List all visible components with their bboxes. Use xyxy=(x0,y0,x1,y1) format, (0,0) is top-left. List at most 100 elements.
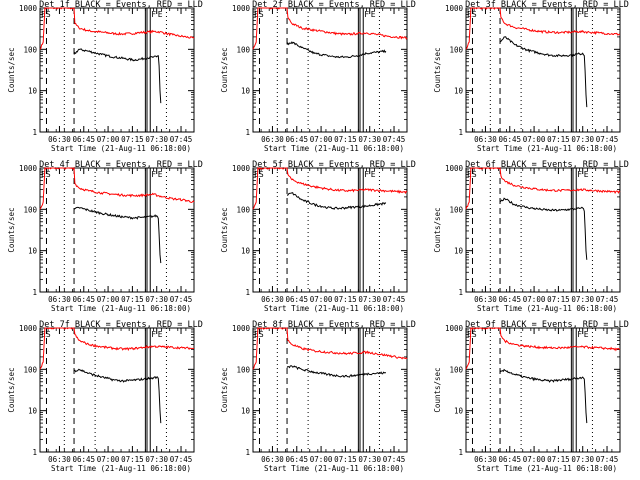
panel-title: Det 8f BLACK = Events, RED = LLD xyxy=(252,320,416,330)
marker-e: E xyxy=(158,10,163,19)
y-tick-label: 1 xyxy=(458,288,463,297)
series-line-events xyxy=(286,41,387,59)
x-tick-label: 06:30 xyxy=(261,135,284,144)
marker-e: E xyxy=(584,330,589,339)
marker-es: ES xyxy=(467,170,477,179)
x-axis-label: Start Time (21-Aug-11 06:18:00) xyxy=(51,144,191,153)
x-tick-label: 07:45 xyxy=(170,135,193,144)
marker-f: F xyxy=(577,170,582,179)
detector-panel-2: Det 2f BLACK = Events, RED = LLD 1 10 100 10… xyxy=(220,0,416,153)
y-axis-label: Counts/sec xyxy=(220,47,229,92)
marker-es: ES xyxy=(254,330,264,339)
x-tick-label: 07:45 xyxy=(596,455,619,464)
y-tick-label: 10 xyxy=(241,87,251,96)
x-tick-label: 07:00 xyxy=(523,455,546,464)
plot-frame xyxy=(252,7,408,133)
y-tick-label: 1 xyxy=(32,448,37,457)
detector-panel-4: Det 4f BLACK = Events, RED = LLD 1 10 100 10… xyxy=(7,160,203,313)
x-tick-label: 07:30 xyxy=(358,295,381,304)
x-tick-label: 06:45 xyxy=(72,295,95,304)
marker-f: F xyxy=(151,10,156,19)
series-line-events xyxy=(286,365,387,378)
x-tick-label: 06:30 xyxy=(48,135,71,144)
x-tick-label: 07:45 xyxy=(170,295,193,304)
panel-title: Det 9f BLACK = Events, RED = LLD xyxy=(465,320,629,330)
x-tick-label: 07:15 xyxy=(547,135,570,144)
plot-frame xyxy=(465,7,621,133)
y-tick-label: 1000 xyxy=(19,164,38,173)
panel-title: Det 2f BLACK = Events, RED = LLD xyxy=(252,0,416,10)
x-tick-label: 07:15 xyxy=(121,295,144,304)
plot-frame xyxy=(252,167,408,293)
x-axis-label: Start Time (21-Aug-11 06:18:00) xyxy=(477,464,617,473)
y-axis-label: Counts/sec xyxy=(220,367,229,412)
marker-e: E xyxy=(371,170,376,179)
y-tick-label: 1000 xyxy=(232,164,251,173)
y-tick-label: 100 xyxy=(236,205,250,214)
x-axis-label: Start Time (21-Aug-11 06:18:00) xyxy=(477,304,617,313)
x-tick-label: 06:45 xyxy=(498,135,521,144)
x-tick-label: 07:45 xyxy=(596,295,619,304)
x-tick-label: 06:45 xyxy=(498,295,521,304)
x-tick-label: 07:00 xyxy=(97,295,120,304)
x-tick-label: 07:45 xyxy=(170,455,193,464)
marker-f: F xyxy=(151,170,156,179)
y-tick-label: 1 xyxy=(245,128,250,137)
x-tick-label: 06:30 xyxy=(261,295,284,304)
series-line-lld xyxy=(39,7,195,50)
x-axis-label: Start Time (21-Aug-11 06:18:00) xyxy=(477,144,617,153)
y-tick-label: 10 xyxy=(454,247,464,256)
marker-es: ES xyxy=(41,170,51,179)
x-axis-label: Start Time (21-Aug-11 06:18:00) xyxy=(51,304,191,313)
detector-panel-5: Det 5f BLACK = Events, RED = LLD 1 10 100 10… xyxy=(220,160,416,313)
series-line-lld xyxy=(39,166,195,210)
y-tick-label: 10 xyxy=(28,87,38,96)
y-axis-label: Counts/sec xyxy=(7,207,16,252)
y-tick-label: 1000 xyxy=(232,324,251,333)
x-tick-label: 07:30 xyxy=(145,295,168,304)
marker-es: ES xyxy=(467,10,477,19)
panel-title: Det 3f BLACK = Events, RED = LLD xyxy=(465,0,629,10)
x-tick-label: 06:30 xyxy=(48,455,71,464)
detector-panel-7: Det 7f BLACK = Events, RED = LLD 1 10 100 10… xyxy=(7,320,203,473)
detector-panel-1: Det 1f BLACK = Events, RED = LLD 1 10 100 10… xyxy=(7,0,203,153)
series-line-lld xyxy=(39,327,194,370)
marker-e: E xyxy=(584,170,589,179)
marker-es: ES xyxy=(41,330,51,339)
y-tick-label: 10 xyxy=(241,247,251,256)
marker-f: F xyxy=(364,10,369,19)
x-axis-label: Start Time (21-Aug-11 06:18:00) xyxy=(264,464,404,473)
y-axis-label: Counts/sec xyxy=(433,47,442,92)
y-tick-label: 1 xyxy=(245,448,250,457)
y-tick-label: 100 xyxy=(449,45,463,54)
series-line-events xyxy=(73,206,162,264)
y-tick-label: 100 xyxy=(449,365,463,374)
plot-frame xyxy=(39,167,195,293)
y-tick-label: 1 xyxy=(32,288,37,297)
series-line-events xyxy=(499,197,588,260)
y-tick-label: 1000 xyxy=(445,324,464,333)
x-tick-label: 07:15 xyxy=(121,455,144,464)
series-line-lld xyxy=(252,166,408,210)
x-tick-label: 07:30 xyxy=(145,135,168,144)
x-tick-label: 07:00 xyxy=(97,135,120,144)
y-tick-label: 100 xyxy=(236,45,250,54)
y-axis-label: Counts/sec xyxy=(7,47,16,92)
marker-es: ES xyxy=(41,10,51,19)
series-line-events xyxy=(286,192,387,210)
marker-e: E xyxy=(371,330,376,339)
panel-title: Det 5f BLACK = Events, RED = LLD xyxy=(252,160,416,170)
series-line-lld xyxy=(465,7,621,50)
series-line-lld xyxy=(252,326,408,370)
marker-e: E xyxy=(158,170,163,179)
x-tick-label: 07:45 xyxy=(383,455,406,464)
series-line-events xyxy=(499,368,588,424)
marker-es: ES xyxy=(467,330,477,339)
y-axis-label: Counts/sec xyxy=(220,207,229,252)
x-tick-label: 07:00 xyxy=(97,455,120,464)
detector-panel-9: Det 9f BLACK = Events, RED = LLD 1 10 100 10… xyxy=(433,320,629,473)
x-tick-label: 06:45 xyxy=(285,135,308,144)
y-tick-label: 1 xyxy=(458,128,463,137)
x-tick-label: 07:45 xyxy=(383,295,406,304)
x-tick-label: 07:00 xyxy=(523,295,546,304)
